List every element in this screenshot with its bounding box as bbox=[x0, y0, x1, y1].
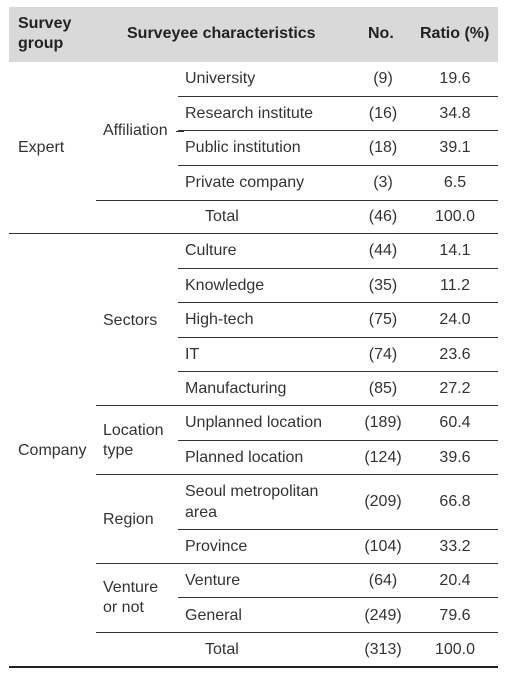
table-row-no: (85) bbox=[368, 380, 398, 397]
table-row-ratio: 6.5 bbox=[443, 174, 467, 191]
row-divider bbox=[178, 597, 498, 598]
company-total-no: (313) bbox=[364, 641, 402, 658]
table-row-label: Venture bbox=[185, 572, 241, 589]
expert-total-no: (46) bbox=[368, 208, 398, 225]
company-total-ratio: 100.0 bbox=[434, 641, 476, 658]
table-row-ratio: 79.6 bbox=[439, 607, 471, 624]
table-row-ratio: 34.8 bbox=[439, 105, 471, 122]
table-row-label: General bbox=[185, 607, 242, 624]
table-row-ratio: 24.0 bbox=[439, 311, 471, 328]
table-row-label: Province bbox=[185, 538, 248, 555]
table-row-label: Planned location bbox=[185, 449, 304, 466]
row-divider bbox=[96, 405, 498, 406]
table-row-label: Public institution bbox=[185, 139, 301, 156]
row-divider bbox=[96, 200, 498, 201]
table-row-label: Knowledge bbox=[185, 277, 265, 294]
section-divider bbox=[9, 233, 498, 234]
table-row-no: (124) bbox=[364, 449, 402, 466]
category-location-line2: type bbox=[103, 442, 134, 459]
table-row-no: (44) bbox=[368, 242, 398, 259]
expert-total-ratio: 100.0 bbox=[434, 208, 476, 225]
table-row-label: Unplanned location bbox=[185, 414, 322, 431]
table-row-label: University bbox=[185, 70, 256, 87]
header-ratio: Ratio (%) bbox=[420, 25, 490, 42]
table-row-no: (3) bbox=[373, 174, 393, 191]
header-no: No. bbox=[368, 25, 394, 42]
row-divider bbox=[178, 440, 498, 441]
table-row-ratio: 66.8 bbox=[439, 493, 471, 510]
table-row-no: (209) bbox=[364, 493, 402, 510]
row-divider bbox=[178, 268, 498, 269]
table-row-ratio: 11.2 bbox=[440, 277, 470, 294]
table-row-no: (35) bbox=[368, 277, 398, 294]
header-survey-group-line2: group bbox=[18, 35, 64, 52]
table-row-ratio: 60.4 bbox=[439, 414, 471, 431]
row-divider bbox=[178, 165, 498, 166]
header-survey-group-line1: Survey bbox=[18, 15, 72, 32]
table-row-ratio: 20.4 bbox=[439, 572, 471, 589]
table-row-no: (189) bbox=[364, 414, 402, 431]
expert-total-label: Total bbox=[205, 208, 239, 225]
table-row-no: (9) bbox=[373, 70, 393, 87]
table-row-no: (74) bbox=[368, 346, 398, 363]
table-row-label: High-tech bbox=[185, 311, 254, 328]
table-row-label-line1: Seoul metropolitan bbox=[185, 483, 319, 500]
table-row-no: (104) bbox=[364, 538, 402, 555]
table-row-label: Manufacturing bbox=[185, 380, 287, 397]
table-row-ratio: 39.1 bbox=[439, 139, 471, 156]
category-region: Region bbox=[103, 511, 154, 528]
group-expert: Expert bbox=[18, 139, 65, 156]
table-row-label-line2: area bbox=[185, 504, 218, 521]
row-divider bbox=[96, 632, 498, 633]
table-row-ratio: 14.1 bbox=[439, 242, 471, 259]
table-row-label: Private company bbox=[185, 174, 305, 191]
row-divider bbox=[178, 96, 498, 97]
category-sectors: Sectors bbox=[103, 312, 158, 329]
row-divider bbox=[178, 130, 498, 131]
row-divider bbox=[178, 371, 498, 372]
group-company: Company bbox=[18, 442, 87, 459]
row-divider bbox=[178, 337, 498, 338]
category-affiliation: Affiliation bbox=[103, 122, 168, 139]
row-divider bbox=[178, 529, 498, 530]
table-row-ratio: 39.6 bbox=[439, 449, 471, 466]
table-row-no: (18) bbox=[368, 139, 398, 156]
table-header bbox=[9, 7, 498, 62]
table-row-ratio: 23.6 bbox=[439, 346, 471, 363]
header-characteristics: Surveyee characteristics bbox=[127, 25, 316, 42]
table-bottom-border bbox=[9, 666, 498, 668]
table-row-label: IT bbox=[185, 346, 200, 363]
table-row-label: Research institute bbox=[185, 105, 314, 122]
row-divider bbox=[178, 302, 498, 303]
table-row-ratio: 19.6 bbox=[439, 70, 471, 87]
affiliation-connector bbox=[176, 131, 184, 132]
table-row-no: (16) bbox=[368, 105, 398, 122]
table-row-no: (64) bbox=[368, 572, 398, 589]
table-row-no: (75) bbox=[368, 311, 398, 328]
company-total-label: Total bbox=[205, 641, 239, 658]
category-venture-line2: or not bbox=[103, 599, 144, 616]
table-row-label: Culture bbox=[185, 242, 237, 259]
row-divider bbox=[96, 563, 498, 564]
table-row-no: (249) bbox=[364, 607, 402, 624]
table-row-ratio: 33.2 bbox=[439, 538, 471, 555]
category-venture-line1: Venture bbox=[103, 579, 159, 596]
table-row-ratio: 27.2 bbox=[439, 380, 471, 397]
row-divider bbox=[96, 474, 498, 475]
category-location-line1: Location bbox=[103, 422, 164, 439]
